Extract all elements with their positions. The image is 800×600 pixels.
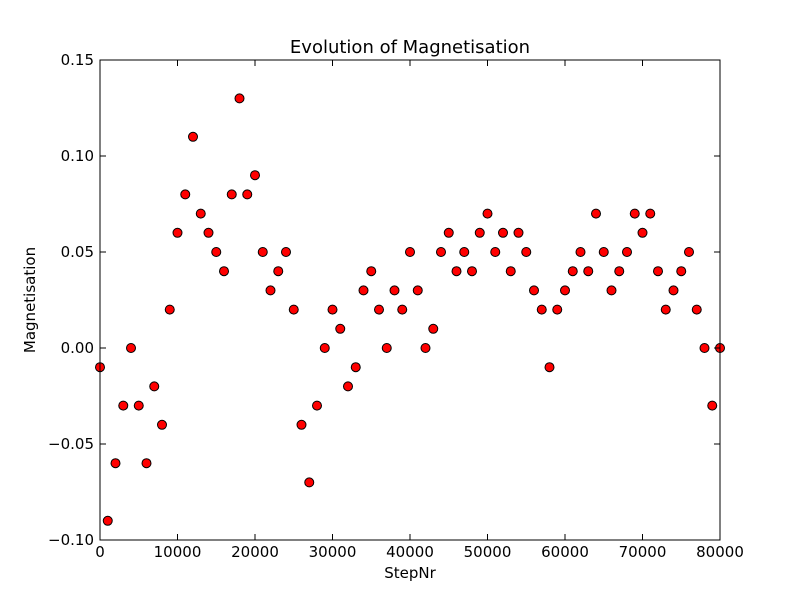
data-point — [118, 400, 129, 411]
data-point — [505, 266, 516, 277]
data-point — [629, 208, 640, 219]
data-point — [242, 189, 253, 200]
data-point — [529, 285, 539, 296]
data-point — [366, 266, 377, 277]
data-point — [606, 285, 617, 296]
data-point — [691, 304, 702, 315]
data-point — [126, 343, 136, 353]
data-point — [195, 208, 206, 219]
data-point — [343, 381, 353, 392]
data-point — [653, 266, 663, 277]
data-point — [312, 400, 322, 411]
data-point — [389, 285, 400, 296]
data-point — [660, 304, 671, 315]
data-point — [296, 419, 307, 430]
data-point — [335, 323, 346, 334]
data-point — [257, 247, 268, 257]
data-point — [188, 131, 198, 142]
data-point — [668, 285, 679, 296]
data-point — [397, 304, 408, 315]
data-point — [544, 362, 555, 373]
data-point — [598, 247, 609, 257]
data-point — [203, 227, 214, 238]
x-tick-label: 10000 — [154, 543, 202, 561]
y-tick-label: 0.05 — [61, 243, 94, 261]
data-point — [141, 458, 152, 469]
data-point — [110, 458, 121, 469]
data-point — [381, 343, 392, 353]
data-point — [428, 323, 439, 334]
data-point — [575, 247, 586, 257]
data-point — [281, 247, 291, 257]
data-point — [645, 208, 656, 219]
data-point — [327, 304, 338, 315]
data-point — [288, 304, 299, 315]
data-point — [707, 400, 718, 411]
data-point — [591, 208, 601, 219]
x-tick-label: 80000 — [696, 543, 744, 561]
x-tick-label: 50000 — [464, 543, 512, 561]
data-point — [250, 170, 260, 181]
data-point — [583, 266, 594, 277]
data-point — [467, 266, 477, 277]
data-point — [622, 247, 632, 257]
data-point — [172, 227, 183, 238]
data-point — [459, 247, 470, 257]
data-point — [498, 227, 508, 238]
data-point — [273, 266, 284, 277]
data-point — [412, 285, 423, 296]
x-tick-label: 70000 — [619, 543, 667, 561]
y-axis-label: Magnetisation — [21, 247, 39, 353]
data-point — [684, 247, 694, 257]
data-point — [552, 304, 563, 315]
data-point — [219, 266, 229, 277]
data-point — [699, 343, 710, 353]
x-tick-label: 30000 — [309, 543, 357, 561]
y-tick-label: −0.10 — [48, 531, 94, 549]
x-tick-label: 0 — [95, 543, 105, 561]
x-tick-label: 60000 — [541, 543, 589, 561]
data-point — [211, 247, 222, 257]
data-point — [482, 208, 493, 219]
data-point — [180, 189, 191, 200]
chart-title: Evolution of Magnetisation — [290, 37, 530, 58]
data-point — [560, 285, 570, 296]
data-point — [637, 227, 648, 238]
y-tick-label: 0.15 — [61, 51, 94, 69]
data-point — [265, 285, 276, 296]
data-point — [443, 227, 454, 238]
data-point — [234, 93, 245, 104]
data-point — [157, 419, 167, 430]
data-point — [164, 304, 175, 315]
y-tick-label: −0.05 — [48, 435, 94, 453]
data-point — [304, 477, 315, 488]
data-point — [474, 227, 485, 238]
data-point — [436, 247, 446, 257]
data-point — [149, 381, 160, 392]
data-point — [614, 266, 625, 277]
y-tick-label: 0.10 — [61, 147, 94, 165]
data-point — [513, 227, 524, 238]
data-point — [405, 247, 415, 257]
y-tick-label: 0.00 — [61, 339, 94, 357]
data-point — [676, 266, 687, 277]
data-point — [226, 189, 237, 200]
data-point — [536, 304, 547, 315]
x-axis-label: StepNr — [384, 564, 436, 582]
data-point — [350, 362, 361, 373]
data-point — [319, 343, 330, 353]
data-point — [358, 285, 369, 296]
data-point — [374, 304, 384, 315]
x-tick-label: 20000 — [231, 543, 279, 561]
data-point — [451, 266, 462, 277]
data-point — [490, 247, 501, 257]
data-point — [133, 400, 144, 411]
data-point — [567, 266, 578, 277]
data-point — [521, 247, 532, 257]
x-tick-label: 40000 — [386, 543, 434, 561]
data-point — [102, 515, 113, 526]
data-point — [420, 343, 431, 353]
